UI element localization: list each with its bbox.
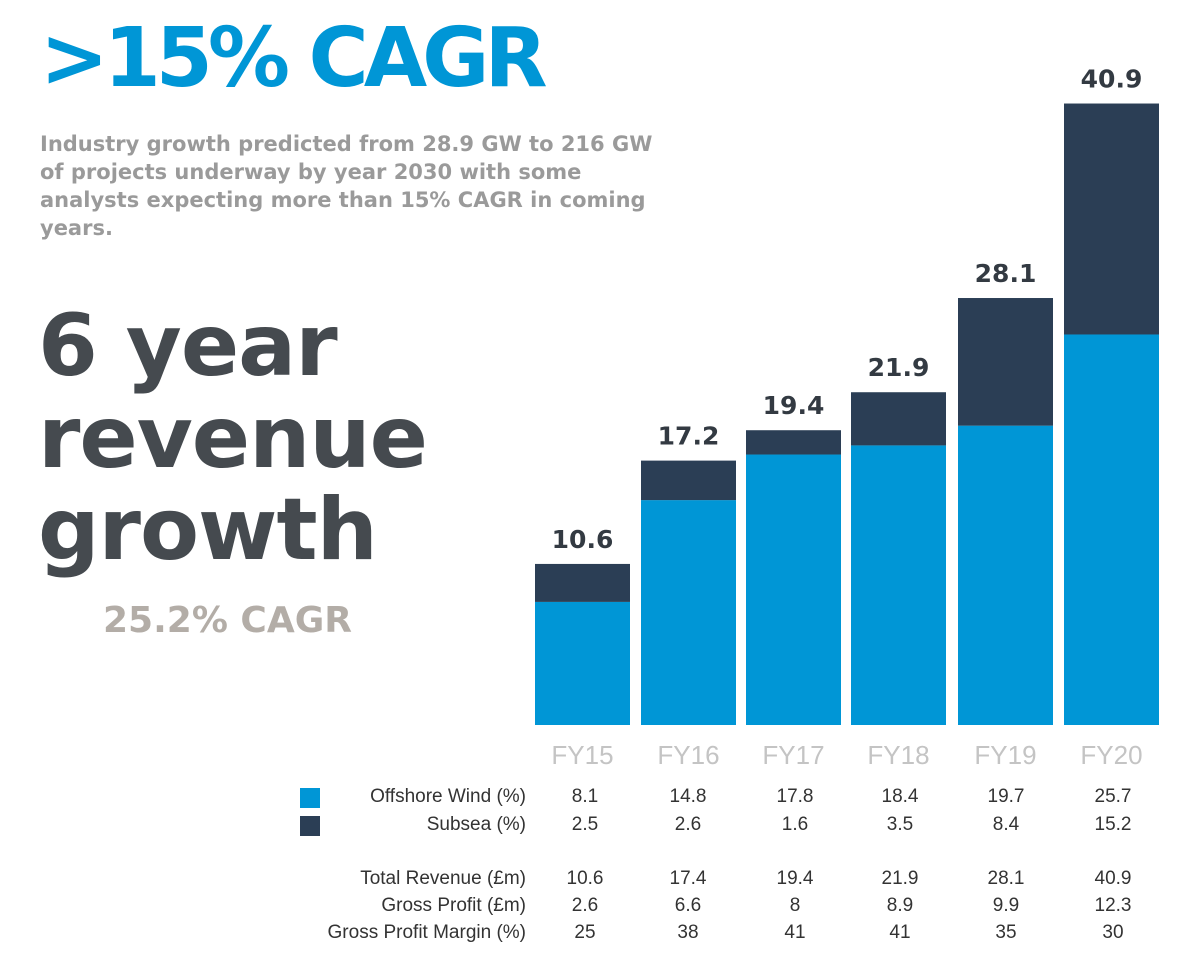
total-label-fy19: 28.1	[975, 259, 1037, 288]
bar-subsea-fy17	[746, 430, 841, 455]
category-label-fy16: FY16	[657, 740, 719, 770]
bar-subsea-fy18	[851, 392, 946, 446]
bar-subsea-fy15	[535, 563, 630, 602]
category-label-fy17: FY17	[762, 740, 824, 770]
big-title-line-2: revenue	[38, 388, 428, 488]
bar-offshore-wind-fy19	[958, 425, 1053, 725]
headline: >15% CAGR	[40, 11, 548, 106]
cagr-text: 25.2% CAGR	[103, 600, 352, 641]
bar-offshore-wind-fy18	[851, 445, 946, 725]
bar-offshore-wind-fy20	[1064, 334, 1159, 725]
bar-offshore-wind-fy15	[535, 601, 630, 725]
total-label-fy16: 17.2	[658, 422, 720, 451]
total-label-fy18: 21.9	[868, 353, 930, 382]
bar-offshore-wind-fy16	[641, 500, 736, 725]
bar-subsea-fy19	[958, 298, 1053, 426]
category-label-fy18: FY18	[867, 740, 929, 770]
category-label-fy20: FY20	[1080, 740, 1142, 770]
big-title-line-3: growth	[38, 480, 378, 580]
big-title: 6 year revenue growth	[38, 300, 518, 576]
total-label-fy17: 19.4	[763, 391, 825, 420]
bar-subsea-fy20	[1064, 103, 1159, 335]
big-title-line-1: 6 year	[38, 296, 338, 396]
bar-offshore-wind-fy17	[746, 454, 841, 725]
bar-subsea-fy16	[641, 460, 736, 501]
total-label-fy15: 10.6	[552, 525, 614, 554]
subtitle: Industry growth predicted from 28.9 GW t…	[40, 132, 653, 240]
total-label-fy20: 40.9	[1081, 65, 1143, 94]
category-label-fy15: FY15	[551, 740, 613, 770]
category-label-fy19: FY19	[974, 740, 1036, 770]
